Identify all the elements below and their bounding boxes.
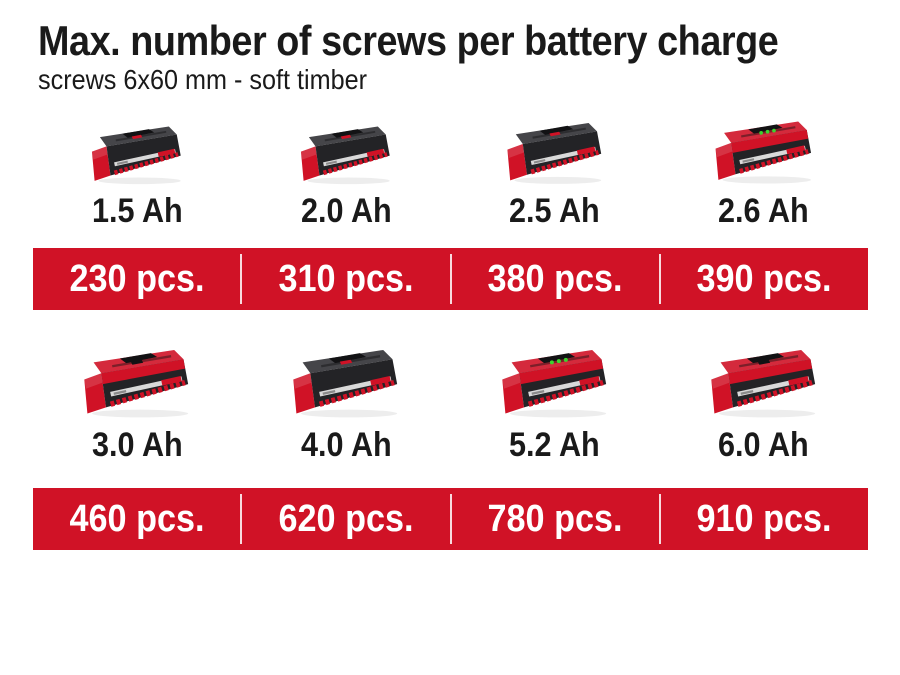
value-cell: 230 pcs. xyxy=(33,260,240,298)
value-cell: 390 pcs. xyxy=(661,260,868,298)
battery-cell-5-2ah: 5.2 Ah xyxy=(451,338,660,464)
values-band-1: 230 pcs. 310 pcs. 380 pcs. 390 pcs. xyxy=(33,248,868,310)
band-divider xyxy=(658,494,661,544)
page-title: Max. number of screws per battery charge xyxy=(38,17,779,64)
battery-cell-2-5ah: 2.5 Ah xyxy=(451,110,660,230)
value-label: 460 pcs. xyxy=(69,498,205,540)
battery-cell-3-0ah: 3.0 Ah xyxy=(33,338,242,464)
capacity-label: 6.0 Ah xyxy=(718,426,809,464)
value-label: 910 pcs. xyxy=(696,498,832,540)
band-divider xyxy=(240,494,243,544)
band-divider xyxy=(240,254,243,304)
battery-cell-1-5ah: 1.5 Ah xyxy=(33,110,242,230)
battery-image-1-5ah xyxy=(84,116,190,190)
battery-image-5-2ah xyxy=(493,338,617,424)
battery-row-1: 1.5 Ah 2.0 Ah 2.5 Ah 2.6 Ah xyxy=(33,110,868,230)
battery-image-6-0ah xyxy=(702,338,826,424)
capacity-label: 2.6 Ah xyxy=(718,192,809,230)
value-cell: 620 pcs. xyxy=(242,500,449,538)
capacity-label: 2.5 Ah xyxy=(509,192,601,230)
battery-image-2-6ah xyxy=(707,110,821,190)
value-cell: 380 pcs. xyxy=(452,260,659,298)
battery-image-2-0ah xyxy=(293,116,399,190)
values-band-2: 460 pcs. 620 pcs. 780 pcs. 910 pcs. xyxy=(33,488,868,550)
value-label: 620 pcs. xyxy=(278,498,414,540)
capacity-label: 4.0 Ah xyxy=(300,426,392,464)
battery-cell-6-0ah: 6.0 Ah xyxy=(659,338,868,464)
value-cell: 310 pcs. xyxy=(242,260,449,298)
battery-image-3-0ah xyxy=(75,338,199,424)
battery-cell-4-0ah: 4.0 Ah xyxy=(242,338,451,464)
value-label: 230 pcs. xyxy=(69,258,205,300)
battery-image-4-0ah xyxy=(284,338,408,424)
value-label: 380 pcs. xyxy=(487,258,623,300)
value-cell: 910 pcs. xyxy=(661,500,868,538)
battery-cell-2-6ah: 2.6 Ah xyxy=(659,110,868,230)
capacity-label: 1.5 Ah xyxy=(92,192,183,230)
value-cell: 460 pcs. xyxy=(33,500,240,538)
band-divider xyxy=(449,494,452,544)
value-label: 390 pcs. xyxy=(696,258,832,300)
capacity-label: 2.0 Ah xyxy=(300,192,392,230)
capacity-label: 5.2 Ah xyxy=(509,426,601,464)
page-subtitle: screws 6x60 mm - soft timber xyxy=(38,64,368,95)
battery-image-2-5ah xyxy=(499,112,611,190)
value-label: 310 pcs. xyxy=(278,258,414,300)
battery-cell-2-0ah: 2.0 Ah xyxy=(242,110,451,230)
band-divider xyxy=(449,254,452,304)
battery-row-2: 3.0 Ah 4.0 Ah 5.2 Ah 6.0 Ah xyxy=(33,338,868,464)
band-divider xyxy=(658,254,661,304)
value-label: 780 pcs. xyxy=(487,498,623,540)
value-cell: 780 pcs. xyxy=(452,500,659,538)
capacity-label: 3.0 Ah xyxy=(92,426,183,464)
